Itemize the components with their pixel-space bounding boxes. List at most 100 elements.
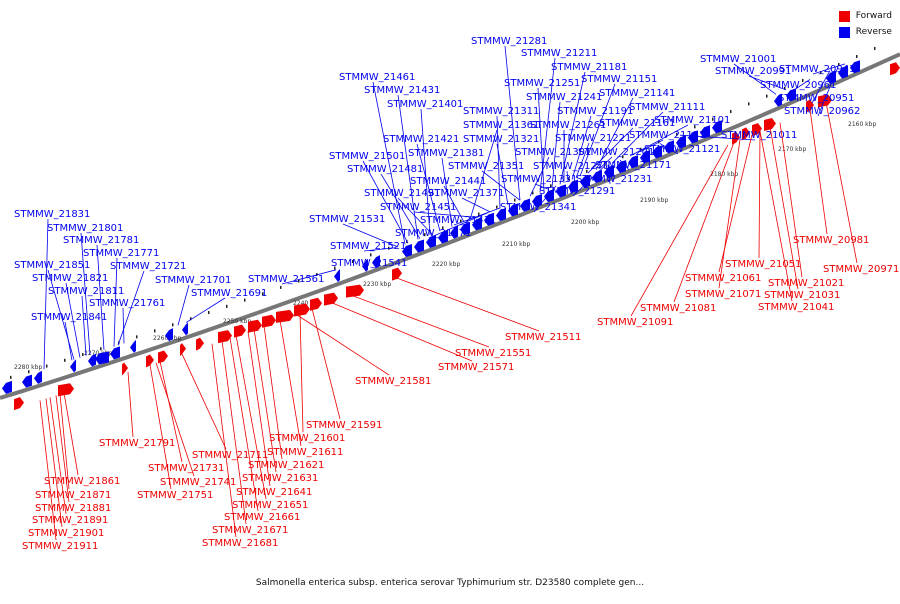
gene-label: STMMW_21041 — [758, 302, 834, 313]
gene-label: STMMW_21601 — [269, 433, 345, 444]
gene-leader-line — [363, 247, 397, 252]
gene-label: STMMW_21301 — [515, 147, 591, 158]
gene-label: STMMW_21641 — [236, 487, 312, 498]
gene-leader-line — [793, 79, 811, 91]
scale-dot — [766, 94, 768, 98]
gene-label: STMMW_21651 — [232, 500, 308, 511]
reverse-gene-arrow — [130, 339, 136, 353]
scale-label: 2210 kbp — [502, 241, 530, 248]
reverse-gene-arrow — [640, 150, 650, 164]
gene-label: STMMW_21711 — [192, 450, 268, 461]
gene-label: STMMW_21861 — [44, 476, 120, 487]
gene-label: STMMW_21831 — [14, 209, 90, 220]
reverse-gene-arrow — [592, 169, 602, 183]
scale-label: 2270 kbp — [84, 350, 112, 357]
gene-label: STMMW_21341 — [500, 202, 576, 213]
forward-gene-arrow — [764, 117, 776, 131]
gene-label: STMMW_21071 — [685, 289, 761, 300]
gene-leader-line — [469, 129, 498, 220]
gene-label: STMMW_21871 — [35, 490, 111, 501]
gene-label: STMMW_21021 — [768, 278, 844, 289]
gene-label: STMMW_21791 — [99, 438, 175, 449]
gene-leader-line — [659, 143, 679, 155]
gene-leader-line — [253, 329, 277, 473]
gene-label: STMMW_21481 — [347, 164, 423, 175]
gene-leader-line — [534, 183, 549, 190]
gene-label: STMMW_21161 — [599, 118, 675, 129]
gene-leader-line — [117, 270, 145, 346]
forward-gene-arrow — [890, 62, 900, 76]
gene-leader-line — [428, 212, 489, 239]
reverse-gene-arrow — [556, 184, 566, 198]
gene-label: STMMW_21531 — [309, 214, 385, 225]
gene-leader-line — [825, 102, 858, 264]
gene-leader-line — [159, 361, 183, 463]
scale-dot — [532, 191, 534, 195]
gene-label: STMMW_21441 — [410, 176, 486, 187]
gene-leader-line — [769, 126, 799, 290]
gene-label: STMMW_21591 — [306, 420, 382, 431]
gene-label: STMMW_21511 — [505, 332, 581, 343]
gene-label: STMMW_21081 — [640, 303, 716, 314]
forward-gene-arrow — [234, 324, 246, 338]
forward-gene-arrow — [346, 284, 364, 298]
gene-label: STMMW_21331 — [501, 174, 577, 185]
scale-dot — [874, 46, 876, 50]
reverse-gene-arrow — [508, 203, 518, 217]
gene-leader-line — [96, 244, 105, 350]
gene-label: STMMW_21111 — [629, 102, 705, 113]
gene-label: STMMW_21521 — [330, 241, 406, 252]
gene-leader-line — [81, 295, 87, 356]
forward-gene-arrow — [732, 131, 740, 145]
gene-label: STMMW_21751 — [137, 490, 213, 501]
gene-label: STMMW_21881 — [35, 503, 111, 514]
gene-label: STMMW_20991 — [715, 66, 791, 77]
reverse-gene-arrow — [700, 125, 710, 139]
gene-label: STMMW_21141 — [599, 88, 675, 99]
gene-leader-line — [718, 139, 741, 289]
scale-dot — [262, 292, 264, 296]
gene-leader-line — [39, 400, 57, 541]
gene-leader-line — [759, 131, 793, 302]
reverse-gene-arrow — [95, 351, 109, 365]
forward-gene-arrow — [180, 343, 186, 357]
gene-leader-line — [595, 97, 634, 171]
scale-dot — [190, 317, 192, 321]
reverse-gene-arrow — [520, 198, 530, 212]
gene-label: STMMW_21781 — [63, 235, 139, 246]
legend-reverse-label: Reverse — [855, 27, 892, 37]
scale-dot — [802, 78, 804, 82]
gene-label: STMMW_21371 — [428, 188, 504, 199]
gene-label: STMMW_21281 — [471, 36, 547, 47]
scale-dot — [712, 117, 714, 121]
gene-label: STMMW_21851 — [14, 260, 90, 271]
legend-forward-label: Forward — [855, 11, 892, 21]
scale-label: 2250 kbp — [223, 318, 251, 325]
gene-label: STMMW_21201 — [578, 147, 654, 158]
gene-leader-line — [809, 109, 828, 235]
gene-leader-line — [572, 166, 605, 197]
gene-leader-line — [630, 144, 729, 317]
scale-dot — [100, 347, 102, 351]
gene-label: STMMW_21611 — [267, 447, 343, 458]
gene-leader-line — [155, 362, 195, 477]
gene-label: STMMW_21631 — [242, 473, 318, 484]
gene-label: STMMW_21541 — [331, 258, 407, 269]
gene-leader-line — [55, 395, 70, 503]
reverse-gene-arrow — [786, 88, 796, 102]
gene-leader-line — [349, 294, 490, 348]
forward-gene-arrow — [818, 94, 832, 108]
gene-label: STMMW_21211 — [521, 48, 597, 59]
gene-label: STMMW_20971 — [823, 264, 899, 275]
gene-leader-line — [529, 156, 550, 197]
reverse-gene-arrow — [22, 374, 32, 388]
scale-dot — [64, 358, 66, 362]
gene-leader-line — [416, 143, 441, 232]
gene-label: STMMW_21801 — [47, 223, 123, 234]
gene-label: STMMW_21501 — [329, 151, 405, 162]
gene-leader-line — [362, 160, 409, 244]
gene-leader-line — [481, 170, 521, 201]
gene-leader-line — [817, 66, 839, 117]
reverse-gene-arrow — [580, 174, 590, 188]
gene-leader-line — [80, 232, 91, 355]
